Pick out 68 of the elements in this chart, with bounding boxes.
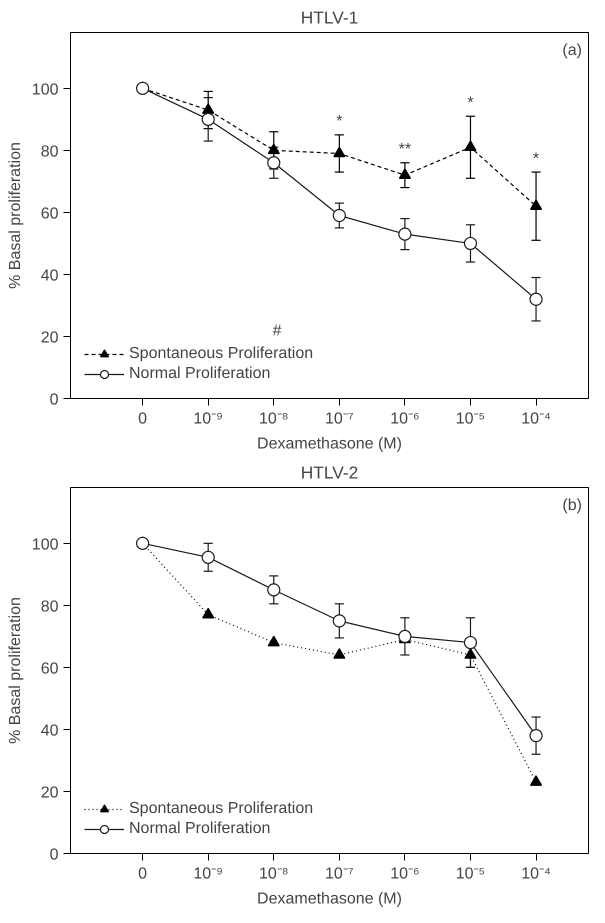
annotation: ** <box>398 141 412 158</box>
point <box>398 228 412 241</box>
point <box>464 236 478 250</box>
point <box>530 199 542 210</box>
point <box>268 143 280 154</box>
point <box>332 614 346 628</box>
point <box>136 536 150 550</box>
point <box>398 630 412 643</box>
x-tick-label: 10⁻⁶ <box>390 410 420 428</box>
y-axis-title: % Basal proliferation <box>6 142 24 289</box>
annotation: * <box>532 150 540 168</box>
y-tick-label: 80 <box>40 143 59 160</box>
point <box>464 636 478 650</box>
point <box>267 583 280 596</box>
annotation: (b) <box>562 496 582 514</box>
legend-label: Normal Proliferation <box>129 820 270 838</box>
legend-label: Spontaneous Proliferation <box>129 800 314 818</box>
point <box>529 292 543 306</box>
point <box>464 140 477 152</box>
point <box>136 82 150 95</box>
point <box>333 146 346 158</box>
point <box>202 550 215 564</box>
x-tick-label: 10⁻⁵ <box>456 866 486 882</box>
x-tick-label: 0 <box>138 410 148 428</box>
x-tick-label: 10⁻⁶ <box>390 866 420 882</box>
annotation: (a) <box>562 42 582 59</box>
x-tick-label: 10⁻⁴ <box>521 866 552 882</box>
x-axis-title: Dexamethasone (M) <box>257 890 402 908</box>
y-tick-label: 40 <box>40 722 59 740</box>
x-tick-label: 10⁻⁹ <box>193 410 224 428</box>
y-tick-label: 0 <box>50 846 59 864</box>
y-tick-label: 40 <box>40 267 59 284</box>
y-tick-label: 60 <box>40 205 59 222</box>
point <box>268 636 280 646</box>
point <box>202 112 215 126</box>
point <box>267 156 280 170</box>
y-tick-label: 0 <box>50 392 59 408</box>
point <box>202 103 214 114</box>
y-tick-label: 100 <box>32 81 59 98</box>
x-axis-title: Dexamethasone (M) <box>257 436 402 452</box>
x-tick-label: 10⁻⁷ <box>325 866 354 882</box>
x-tick-label: 10⁻⁸ <box>258 410 289 428</box>
legend-label: Spontaneous Proliferation <box>129 345 314 363</box>
point <box>202 608 214 618</box>
annotation: # <box>272 322 282 340</box>
annotation: * <box>336 113 342 130</box>
x-tick-label: 10⁻⁵ <box>456 410 486 428</box>
x-tick-label: 10⁻⁸ <box>258 866 289 882</box>
y-tick-label: 80 <box>40 598 59 616</box>
x-tick-label: 10⁻⁴ <box>521 410 552 428</box>
x-tick-label: 10⁻⁷ <box>325 410 354 428</box>
point <box>333 648 346 659</box>
y-tick-label: 20 <box>40 784 59 802</box>
x-tick-label: 0 <box>138 866 148 882</box>
annotation: * <box>467 94 474 112</box>
y-tick-label: 60 <box>40 660 59 678</box>
chart-title: HTLV-2 <box>300 462 358 482</box>
point <box>464 648 477 659</box>
y-axis-title: % Basal proliferation <box>6 597 24 744</box>
y-tick-label: 100 <box>32 536 59 554</box>
point <box>332 208 346 222</box>
chart-title: HTLV-1 <box>300 8 358 28</box>
point <box>529 729 543 742</box>
y-tick-label: 20 <box>40 329 59 346</box>
point <box>530 775 542 786</box>
point <box>398 168 412 179</box>
legend-label: Normal Proliferation <box>129 365 270 383</box>
x-tick-label: 10⁻⁹ <box>193 866 224 882</box>
